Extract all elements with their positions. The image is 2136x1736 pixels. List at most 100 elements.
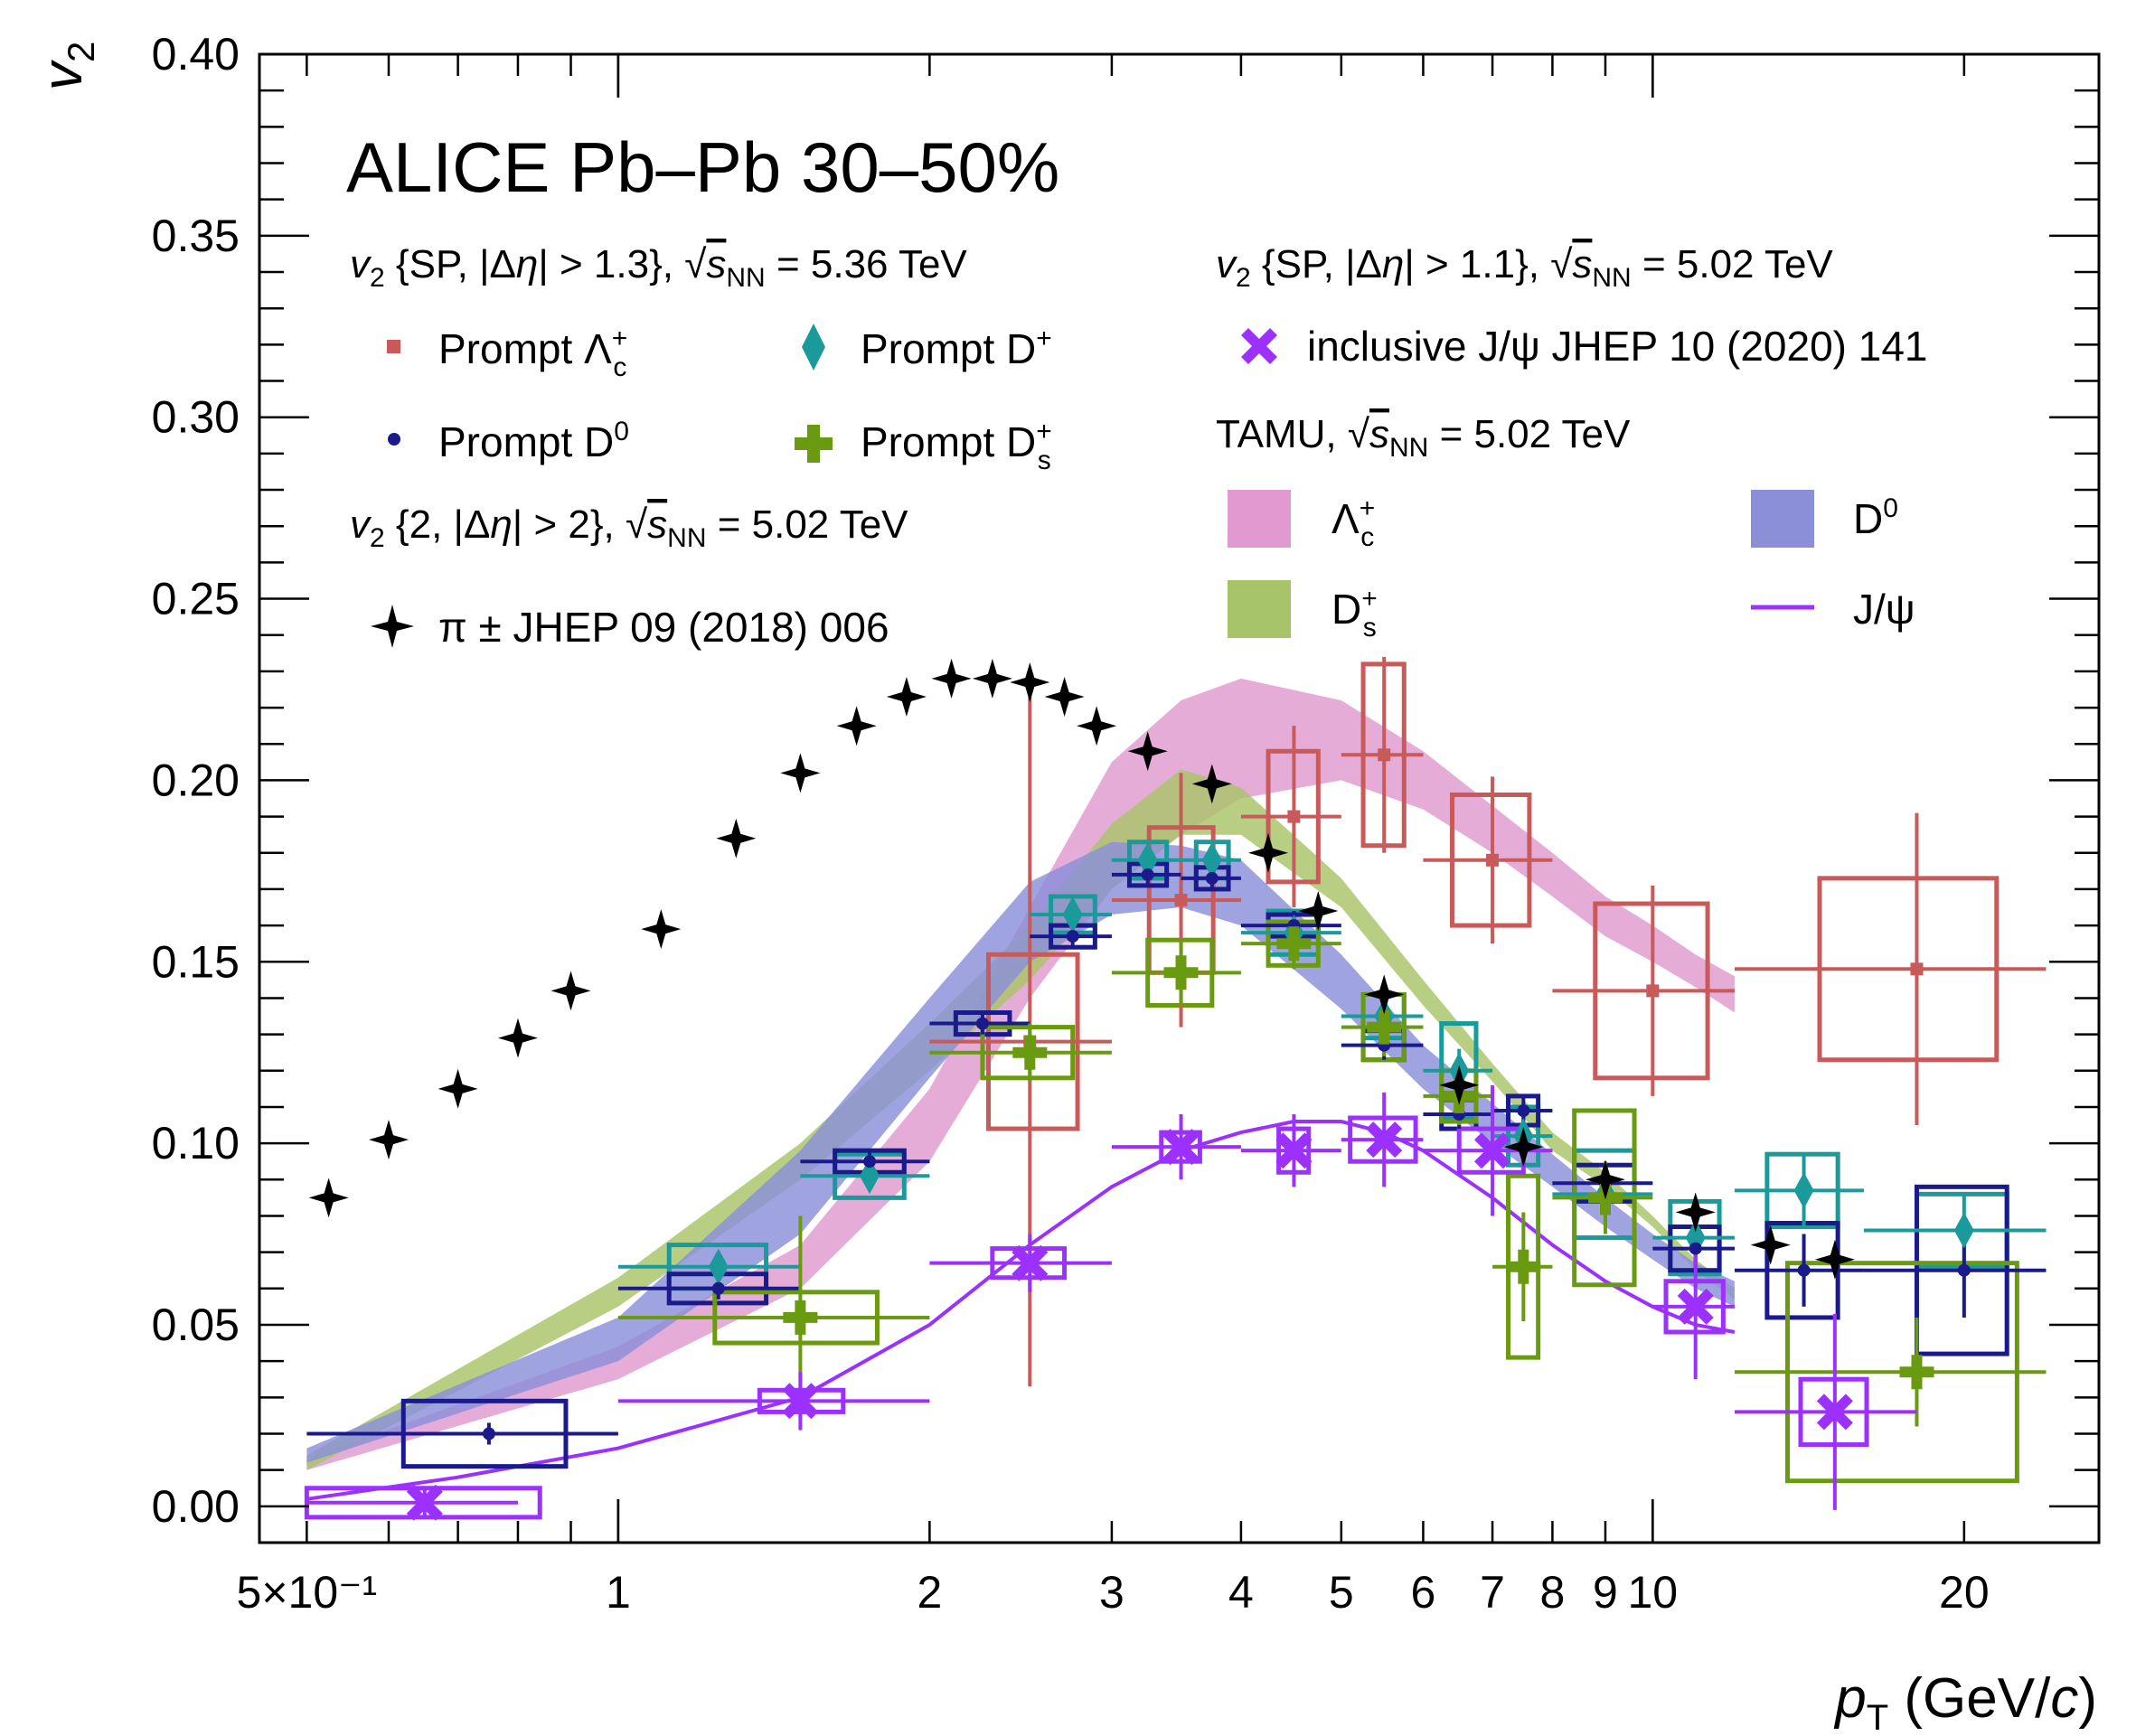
marker-pion [1127, 731, 1168, 772]
legend-label-jpsi: inclusive J/ψ JHEP 10 (2020) 141 [1307, 323, 1928, 370]
axes [258, 52, 2101, 1544]
legend-marker-lc [387, 340, 400, 353]
legend-d0-sup: 0 [614, 417, 629, 446]
x-tick-label: 5×10⁻¹ [237, 1567, 378, 1618]
legend-marker-pion [371, 605, 414, 648]
sel1-v-sub: 2 [370, 263, 385, 293]
legend-band-ds-label: D+ s [1331, 584, 1378, 643]
marker-d0 [1066, 930, 1079, 943]
sel3-energy: = 5.02 TeV [707, 502, 909, 547]
selection-sp13: v2 {SP, |Δη| > 1.3}, √sNN = 5.36 TeV [350, 242, 967, 293]
marker-dplus [1201, 841, 1222, 878]
tamu-text: TAMU, [1216, 412, 1348, 456]
marker-dplus [708, 1248, 729, 1285]
x-tick-label: 9 [1593, 1567, 1618, 1618]
selection-sp11: v2 {SP, |Δη| > 1.1}, √sNN = 5.02 TeV [1216, 242, 1833, 293]
marker-ds [783, 1300, 818, 1335]
sel1-text: {SP, |Δ [385, 242, 516, 286]
tamu-label: TAMU, √sNN = 5.02 TeV [1216, 412, 1631, 463]
legend-ds-main: Prompt D [861, 418, 1036, 465]
sel2-v: v [1216, 242, 1238, 286]
legend-lc-main: Prompt Λ [438, 325, 612, 372]
marker-pion [972, 658, 1012, 699]
sel2-sqrt: √ [1550, 242, 1573, 286]
band-ds-sup: + [1361, 584, 1378, 614]
marker-pion [1010, 662, 1050, 702]
legend-dplus-sup: + [1036, 324, 1052, 353]
tick-labels: 5×10⁻¹ 1 2 3 4 5 6 7 8 9 10 200.000.050.100.150.200… [152, 29, 1990, 1618]
band-lc-sup: + [1360, 493, 1376, 523]
band-ds-main: D [1331, 586, 1361, 633]
legend-ds-sup: + [1036, 417, 1052, 446]
sel1-nn: NN [726, 263, 765, 293]
legend-band-d0-label: D0 [1853, 493, 1898, 542]
legend-lc-sub: c [613, 352, 626, 382]
data-markers [308, 658, 1974, 1521]
selection-2particle: v2 {2, |Δη| > 2}, √sNN = 5.02 TeV [350, 502, 908, 553]
marker-pion [1503, 1127, 1544, 1168]
sel2-nn: NN [1592, 263, 1631, 293]
legend-label-lc: Prompt Λ+ c [438, 324, 627, 382]
y-tick-label: 0.00 [152, 1481, 240, 1532]
marker-ds [1506, 1249, 1541, 1284]
y-tick-label: 0.15 [152, 936, 240, 987]
legend: Prompt Λ+ c Prompt D+ Prompt D0 Prompt D+… [371, 323, 1928, 651]
marker-ds [1367, 1009, 1402, 1045]
sel2-text2: | > 1.1}, [1404, 242, 1550, 286]
y-tick-label: 0.35 [152, 211, 240, 261]
marker-dplus [1137, 841, 1158, 878]
sel3-v: v [350, 502, 372, 547]
marker-pion [641, 909, 682, 950]
band-ds-sub: s [1363, 613, 1377, 643]
y-tick-label: 0.05 [152, 1300, 240, 1350]
x-tick-label: 10 [1628, 1567, 1679, 1618]
sel1-energy: = 5.36 TeV [766, 242, 968, 286]
legend-marker-jpsi [1241, 328, 1277, 364]
chart-title: ALICE Pb–Pb 30–50% [346, 127, 1059, 207]
x-tick-label: 3 [1099, 1567, 1124, 1618]
y-axis-title: v2 [32, 42, 102, 90]
sel2-text: {SP, |Δ [1251, 242, 1382, 286]
y-tick-label: 0.40 [152, 29, 240, 80]
band-lc-sub: c [1360, 522, 1374, 552]
sel1-v: v [350, 242, 372, 286]
marker-dplus [1953, 1212, 1974, 1249]
marker-pion [369, 1120, 409, 1160]
marker-jpsi [1677, 1288, 1714, 1325]
x-tick-label: 6 [1411, 1567, 1436, 1618]
y-tick-label: 0.20 [152, 755, 240, 805]
marker-lc [1287, 810, 1301, 823]
tamu-sqrt: √ [1348, 412, 1370, 456]
band-d0-sup: 0 [1883, 493, 1898, 523]
x-axis-title-unit: (GeV/ [1888, 1667, 2051, 1730]
y-tick-label: 0.10 [152, 1118, 240, 1168]
legend-line-jpsi-label: J/ψ [1853, 586, 1915, 633]
x-axis-title-close: ) [2078, 1667, 2097, 1730]
band-d0-main: D [1853, 495, 1883, 542]
sel3-v-sub: 2 [370, 523, 385, 553]
marker-pion [1044, 677, 1085, 717]
marker-jpsi [1012, 1244, 1049, 1281]
legend-marker-d0 [388, 433, 400, 446]
marker-dplus [1062, 896, 1083, 933]
marker-pion [438, 1068, 478, 1109]
tamu-energy: = 5.02 TeV [1428, 412, 1631, 456]
marker-ds [1012, 1035, 1048, 1070]
tamu-nn: NN [1389, 433, 1428, 463]
marker-jpsi [406, 1484, 443, 1521]
sel3-text2: | > 2}, [513, 502, 626, 547]
marker-jpsi [1162, 1129, 1200, 1166]
legend-band-lc [1228, 490, 1291, 548]
sel3-nn: NN [667, 523, 706, 553]
y-axis-title-sub: 2 [60, 42, 102, 62]
marker-pion [1675, 1192, 1716, 1233]
marker-d0 [863, 1155, 876, 1168]
tamu-s: s [1369, 412, 1389, 456]
marker-pion [498, 1018, 538, 1058]
marker-pion [1077, 706, 1117, 746]
sel1-eta: η [516, 242, 538, 286]
marker-jpsi [1275, 1132, 1313, 1169]
marker-pion [886, 677, 927, 717]
legend-label-dplus: Prompt D+ [861, 324, 1052, 372]
marker-pion [308, 1178, 349, 1218]
